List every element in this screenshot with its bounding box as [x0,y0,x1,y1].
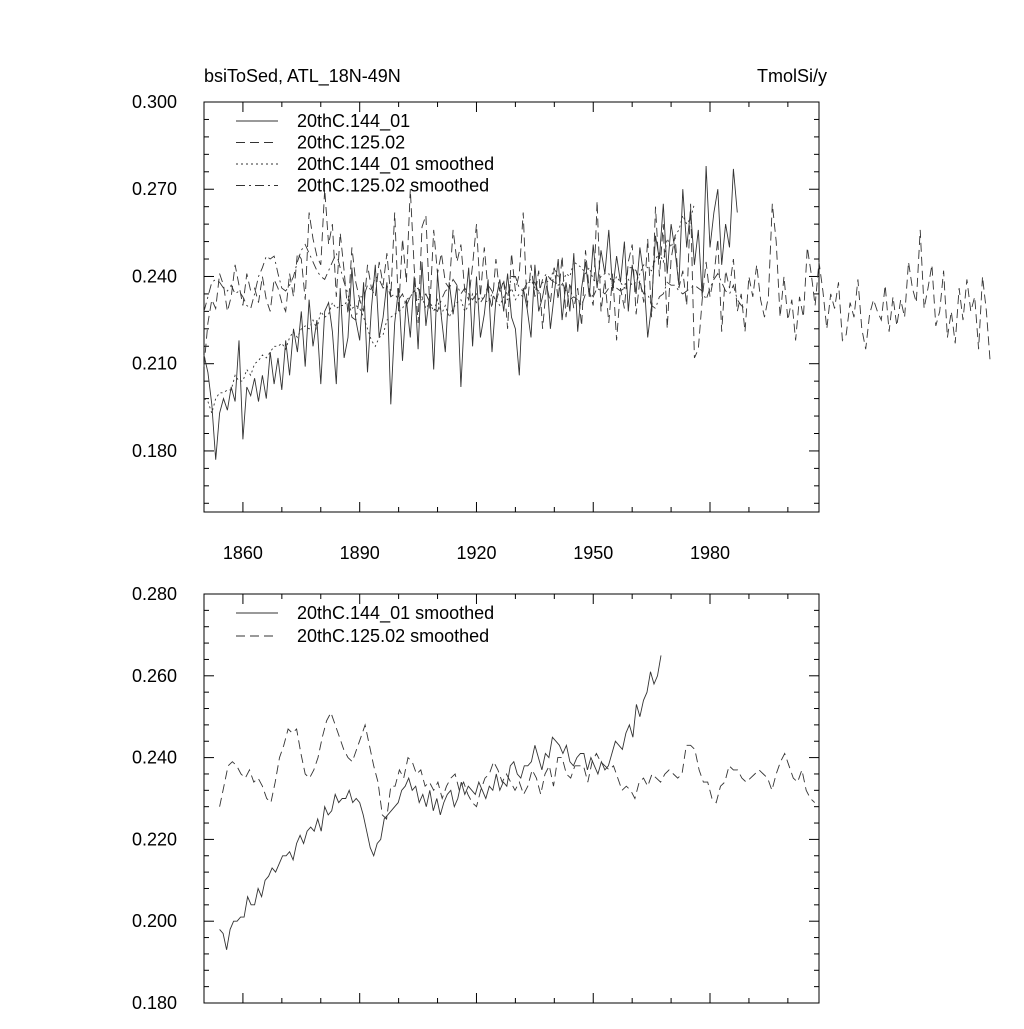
x-tick-label: 1950 [573,543,613,563]
series-line [203,165,738,460]
top-panel: bsiToSed, ATL_18N-49N TmolSi/y 0.180 0.21… [132,66,991,563]
x-tick-label: 1920 [456,543,496,563]
series-line [203,189,991,367]
legend-label: 20thC.144_01 smoothed [297,603,494,624]
y-tick-label: 0.260 [132,666,177,686]
plot-frame [203,101,820,513]
y-tick-label: 0.270 [132,179,177,199]
series-line [219,655,662,950]
y-tick-label: 0.180 [132,441,177,461]
series-line [203,243,746,321]
y-tick-label: 0.220 [132,829,177,849]
x-tick-label: 1980 [690,543,730,563]
bottom-panel: 0.180 0.200 0.220 0.240 0.260 0.280 20thC.144_… [132,584,820,1013]
legend-label: 20thC.144_01 [297,111,410,132]
series-line [203,203,695,415]
legend-label: 20thC.125.02 [297,133,405,153]
top-title-right: TmolSi/y [757,66,827,86]
series-line [219,711,816,820]
legend-label: 20thC.144_01 smoothed [297,154,494,175]
legend-label: 20thC.125.02 smoothed [297,176,489,196]
top-title-left: bsiToSed, ATL_18N-49N [204,66,401,87]
plot-frame [203,593,820,1004]
legend-label: 20thC.125.02 smoothed [297,626,489,646]
y-tick-label: 0.240 [132,748,177,768]
x-tick-label: 1860 [223,543,263,563]
y-tick-label: 0.240 [132,266,177,286]
y-tick-label: 0.300 [132,92,177,112]
y-tick-label: 0.280 [132,584,177,604]
y-tick-label: 0.200 [132,911,177,931]
x-tick-label: 1890 [340,543,380,563]
y-tick-label: 0.210 [132,354,177,374]
y-tick-label: 0.180 [132,993,177,1013]
